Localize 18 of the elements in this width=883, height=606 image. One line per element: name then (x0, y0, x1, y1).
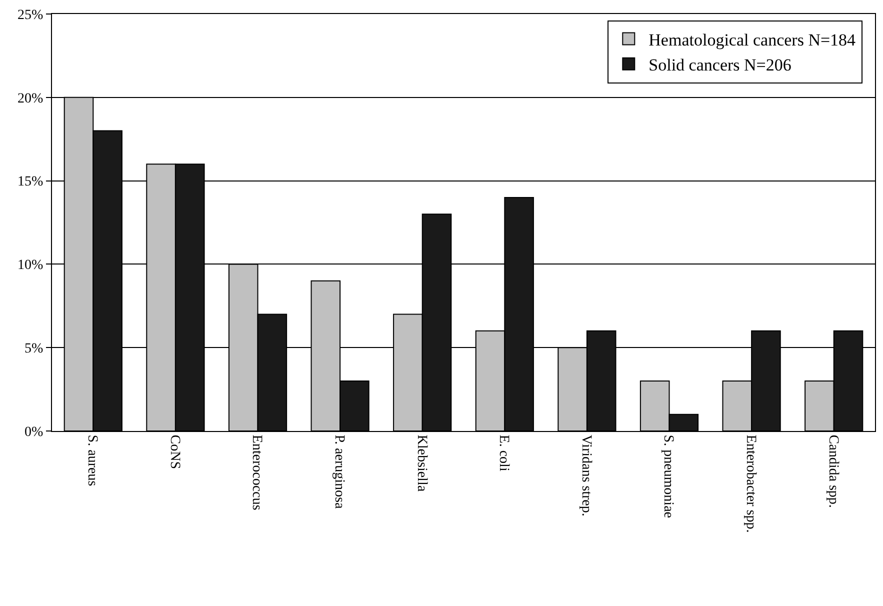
y-tick-label: 20% (18, 91, 44, 106)
legend-label: Hematological cancers N=184 (648, 30, 856, 50)
x-tick-label: Enterococcus (249, 434, 264, 510)
x-tick-label: S. pneumoniae (660, 434, 676, 518)
legend-label: Solid cancers N=206 (648, 56, 792, 75)
x-tick-label: Klebsiella (414, 434, 429, 492)
y-tick-label: 15% (18, 174, 44, 190)
x-tick-label: S. aureus (84, 434, 100, 486)
y-tick-label: 5% (24, 342, 44, 356)
x-tick-label: E. coli (496, 434, 512, 472)
y-tick-label: 0% (24, 424, 44, 440)
x-tick-label: Viridans strep. (578, 434, 594, 516)
y-tick-label: 25% (18, 8, 44, 23)
x-tick-label: CoNS (166, 434, 182, 470)
y-tick-label: 10% (18, 258, 44, 274)
x-tick-label: Candida spp. (825, 434, 840, 508)
x-tick-label: Enterobacter spp. (743, 434, 758, 533)
x-tick-label: P. aeruginosa (332, 434, 346, 510)
